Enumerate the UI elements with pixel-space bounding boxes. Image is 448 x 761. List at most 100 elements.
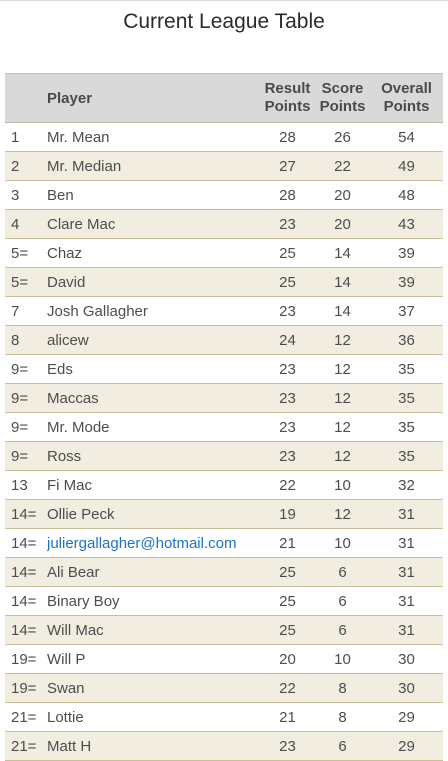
score-points-cell: 20	[334, 186, 351, 204]
overall-points-cell: 49	[398, 157, 415, 175]
result-points-cell: 27	[279, 157, 296, 175]
player-cell: Fi Mac	[47, 476, 92, 494]
overall-points-cell: 31	[398, 505, 415, 523]
result-points-cell: 23	[279, 302, 296, 320]
rank-cell: 21=	[11, 708, 37, 726]
score-points-cell: 6	[338, 563, 347, 581]
overall-points-cell: 31	[398, 534, 415, 552]
table-row: 2 Mr. Median 27 22 49	[5, 152, 443, 181]
rank-cell: 14=	[11, 563, 37, 581]
player-cell: Lottie	[47, 708, 84, 726]
player-cell: Swan	[47, 679, 85, 697]
result-points-cell: 22	[279, 476, 296, 494]
table-row: 19= Will P 20 10 30	[5, 645, 443, 674]
result-points-cell: 28	[279, 186, 296, 204]
header-result-points: Result Points	[260, 80, 315, 116]
header-result-line2: Points	[264, 98, 311, 115]
overall-points-cell: 35	[398, 447, 415, 465]
overall-points-cell: 29	[398, 737, 415, 755]
player-cell: Clare Mac	[47, 215, 116, 233]
overall-points-cell: 30	[398, 679, 415, 697]
table-row: 14= Ali Bear 25 6 31	[5, 558, 443, 587]
result-points-cell: 21	[279, 708, 296, 726]
overall-points-cell: 30	[398, 650, 415, 668]
result-points-cell: 23	[279, 418, 296, 436]
overall-points-cell: 29	[398, 708, 415, 726]
league-table: Player Result Points Score Points Overal…	[5, 73, 443, 761]
table-row: 21= Lottie 21 8 29	[5, 703, 443, 732]
player-cell: alicew	[47, 331, 89, 349]
score-points-cell: 6	[338, 621, 347, 639]
player-cell: Maccas	[47, 389, 99, 407]
table-row: 14= Ollie Peck 19 12 31	[5, 500, 443, 529]
overall-points-cell: 35	[398, 418, 415, 436]
overall-points-cell: 31	[398, 592, 415, 610]
player-cell: Ross	[47, 447, 82, 465]
rank-cell: 19=	[11, 650, 37, 668]
header-score-line2: Points	[319, 98, 366, 115]
table-header: Player Result Points Score Points Overal…	[5, 74, 443, 123]
header-player: Player	[47, 89, 93, 107]
result-points-cell: 25	[279, 621, 296, 639]
table-row: 5= Chaz 25 14 39	[5, 239, 443, 268]
table-row: 13 Fi Mac 22 10 32	[5, 471, 443, 500]
result-points-cell: 23	[279, 215, 296, 233]
overall-points-cell: 54	[398, 128, 415, 146]
player-cell: Matt H	[47, 737, 92, 755]
header-score-line1: Score	[321, 80, 364, 97]
player-cell: Ben	[47, 186, 74, 204]
score-points-cell: 10	[334, 650, 351, 668]
table-row: 4 Clare Mac 23 20 43	[5, 210, 443, 239]
rank-cell: 14=	[11, 592, 37, 610]
score-points-cell: 20	[334, 215, 351, 233]
result-points-cell: 23	[279, 360, 296, 378]
player-email-link[interactable]: juliergallagher@hotmail.com	[47, 534, 237, 552]
overall-points-cell: 37	[398, 302, 415, 320]
score-points-cell: 10	[334, 534, 351, 552]
rank-cell: 13	[11, 476, 28, 494]
result-points-cell: 25	[279, 273, 296, 291]
result-points-cell: 21	[279, 534, 296, 552]
page-title: Current League Table	[123, 10, 325, 33]
rank-cell: 4	[11, 215, 20, 233]
header-overall-line1: Overall	[381, 80, 432, 97]
table-body: 1 Mr. Mean 28 26 54 2 Mr. Median 27 22 49 3 Ben 28 20…	[5, 123, 443, 761]
header-result-line1: Result	[264, 80, 311, 97]
score-points-cell: 12	[334, 418, 351, 436]
player-cell: Eds	[47, 360, 73, 378]
player-cell: Chaz	[47, 244, 83, 262]
rank-cell: 19=	[11, 679, 37, 697]
rank-cell: 8	[11, 331, 20, 349]
score-points-cell: 12	[334, 505, 351, 523]
result-points-cell: 25	[279, 244, 296, 262]
score-points-cell: 6	[338, 592, 347, 610]
overall-points-cell: 35	[398, 360, 415, 378]
overall-points-cell: 31	[398, 621, 415, 639]
score-points-cell: 10	[334, 476, 351, 494]
score-points-cell: 8	[338, 679, 347, 697]
rank-cell: 3	[11, 186, 20, 204]
score-points-cell: 26	[334, 128, 351, 146]
table-row: 14= Will Mac 25 6 31	[5, 616, 443, 645]
rank-cell: 5=	[11, 244, 29, 262]
score-points-cell: 14	[334, 244, 351, 262]
result-points-cell: 22	[279, 679, 296, 697]
result-points-cell: 28	[279, 128, 296, 146]
player-cell: Will Mac	[47, 621, 104, 639]
rank-cell: 7	[11, 302, 20, 320]
table-row: 14= juliergallagher@hotmail.com 21 10 31	[5, 529, 443, 558]
score-points-cell: 12	[334, 447, 351, 465]
overall-points-cell: 35	[398, 389, 415, 407]
rank-cell: 14=	[11, 621, 37, 639]
rank-cell: 1	[11, 128, 20, 146]
rank-cell: 21=	[11, 737, 37, 755]
overall-points-cell: 31	[398, 563, 415, 581]
rank-cell: 9=	[11, 447, 29, 465]
overall-points-cell: 39	[398, 244, 415, 262]
player-cell: Will P	[47, 650, 86, 668]
table-row: 21= Matt H 23 6 29	[5, 732, 443, 761]
player-cell: Josh Gallagher	[47, 302, 148, 320]
score-points-cell: 14	[334, 273, 351, 291]
result-points-cell: 23	[279, 737, 296, 755]
rank-cell: 9=	[11, 360, 29, 378]
